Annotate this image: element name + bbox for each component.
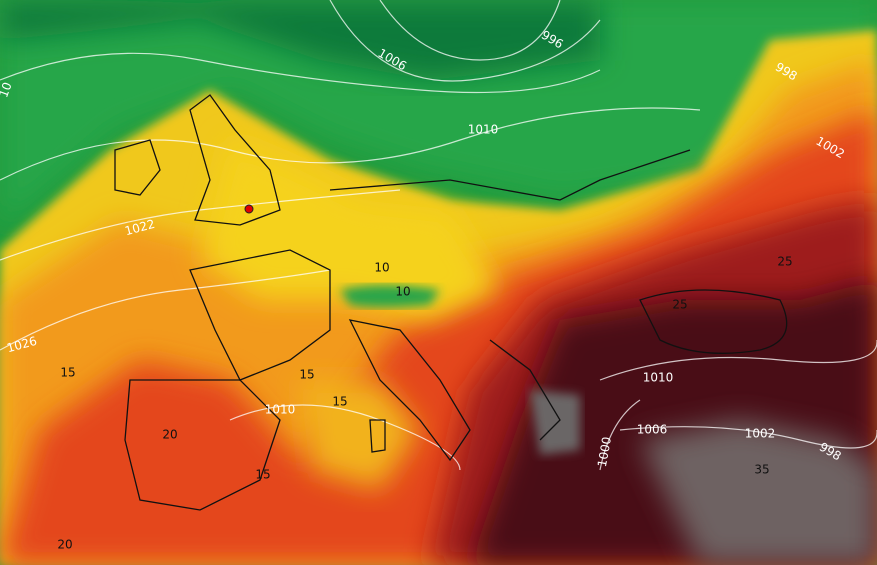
isobar-label: 1010 [468,123,499,137]
isobar-label: 1010 [643,371,674,385]
temperature-label: 10 [395,285,410,299]
temperature-label: 15 [332,395,347,409]
temperature-label: 10 [374,261,389,275]
temperature-label: 15 [255,468,270,482]
isobar-label: 1006 [637,423,668,437]
temperature-label: 15 [60,366,75,380]
isobar-label: 1002 [745,427,776,441]
isobar-label: 10 [0,80,15,99]
coastlines [114,94,788,511]
temperature-label: 25 [672,298,687,312]
isobars [0,0,877,471]
isobar-label: 1000 [595,436,614,469]
temperature-label: 20 [57,538,72,552]
isobar-label: 1010 [265,403,296,417]
temperature-label: 25 [777,255,792,269]
location-marker [244,204,254,214]
temperature-label: 20 [162,428,177,442]
temperature-label: 15 [299,368,314,382]
temperature-label: 35 [754,463,769,477]
